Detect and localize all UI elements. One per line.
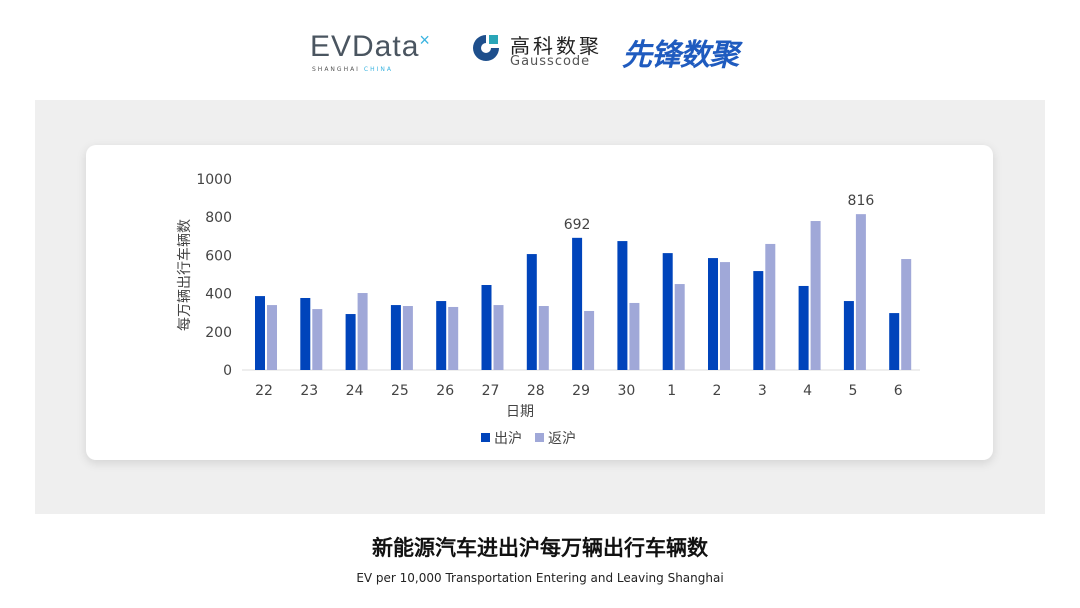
bar-return xyxy=(357,293,368,370)
bar-out xyxy=(798,285,809,370)
bar-return xyxy=(629,302,640,370)
bar-return xyxy=(674,284,685,370)
bar-out xyxy=(889,313,900,370)
gausscode-en: Gausscode xyxy=(510,54,591,69)
bar-out xyxy=(436,301,447,370)
evdata-logo: EVData× xyxy=(310,30,431,63)
y-tick-label: 600 xyxy=(205,248,232,264)
x-tick-label: 24 xyxy=(346,383,364,399)
xianfeng-logo: 先锋数聚 xyxy=(622,38,739,73)
bar-return xyxy=(901,259,912,370)
x-tick-label: 1 xyxy=(667,383,676,399)
x-tick-label: 23 xyxy=(300,383,318,399)
bar-out xyxy=(572,237,583,370)
x-tick-label: 25 xyxy=(391,383,409,399)
bar-out xyxy=(481,285,492,370)
data-label: 692 xyxy=(564,217,591,233)
chart-card xyxy=(86,145,993,460)
x-tick-label: 30 xyxy=(617,383,635,399)
data-label: 816 xyxy=(848,193,875,209)
bar-out xyxy=(662,253,673,370)
legend-label-out: 出沪 xyxy=(494,431,522,447)
bar-return xyxy=(538,306,549,370)
bar-return xyxy=(810,221,821,370)
x-tick-label: 5 xyxy=(848,383,857,399)
bar-return xyxy=(493,305,504,370)
bar-out xyxy=(345,314,356,370)
y-tick-label: 1000 xyxy=(196,172,232,188)
bar-return xyxy=(267,305,277,370)
bar-out xyxy=(526,254,537,370)
x-tick-label: 4 xyxy=(803,383,812,399)
legend-swatch-return xyxy=(535,433,544,442)
bar-out xyxy=(617,241,628,370)
y-axis-label: 每万辆出行车辆数 xyxy=(176,219,193,331)
bar-out xyxy=(753,271,764,370)
bar-out xyxy=(255,296,265,370)
evdata-sub2: CHINA xyxy=(363,66,393,73)
page-title: 新能源汽车进出沪每万辆出行车辆数 xyxy=(372,536,708,560)
evdata-logo-text: EVData xyxy=(310,30,420,63)
bar-return xyxy=(402,306,413,370)
gausscode-logo-icon xyxy=(473,35,499,61)
evdata-sub: SHANGHAI CHINA xyxy=(312,66,393,73)
bar-out xyxy=(390,305,401,370)
y-tick-label: 800 xyxy=(205,210,232,226)
x-tick-label: 28 xyxy=(527,383,545,399)
y-tick-label: 0 xyxy=(223,363,232,379)
page-subtitle: EV per 10,000 Transportation Entering an… xyxy=(356,571,724,585)
x-axis-label: 日期 xyxy=(506,404,534,420)
bar-return xyxy=(855,214,866,370)
x-tick-label: 26 xyxy=(436,383,454,399)
bar-return xyxy=(584,310,595,370)
x-tick-label: 3 xyxy=(758,383,767,399)
x-tick-label: 6 xyxy=(894,383,903,399)
legend-swatch-out xyxy=(481,433,490,442)
evdata-sub1: SHANGHAI xyxy=(312,66,360,73)
y-tick-label: 400 xyxy=(205,287,232,303)
bar-return xyxy=(720,262,730,370)
bar-return xyxy=(765,243,776,370)
x-tick-label: 27 xyxy=(482,383,500,399)
legend-label-return: 返沪 xyxy=(548,431,576,447)
bar-out xyxy=(843,301,854,370)
x-tick-label: 2 xyxy=(713,383,722,399)
bar-return xyxy=(448,306,459,370)
bar-out xyxy=(708,258,718,370)
y-tick-label: 200 xyxy=(205,325,232,341)
bar-out xyxy=(300,297,311,370)
x-tick-label: 22 xyxy=(255,383,273,399)
x-tick-label: 29 xyxy=(572,383,590,399)
bar-return xyxy=(312,309,323,370)
gausscode-cn: 高科数聚 xyxy=(510,34,602,58)
logo-bar: EVData× SHANGHAI CHINA 高科数聚 Gausscode 先锋… xyxy=(0,26,1080,76)
